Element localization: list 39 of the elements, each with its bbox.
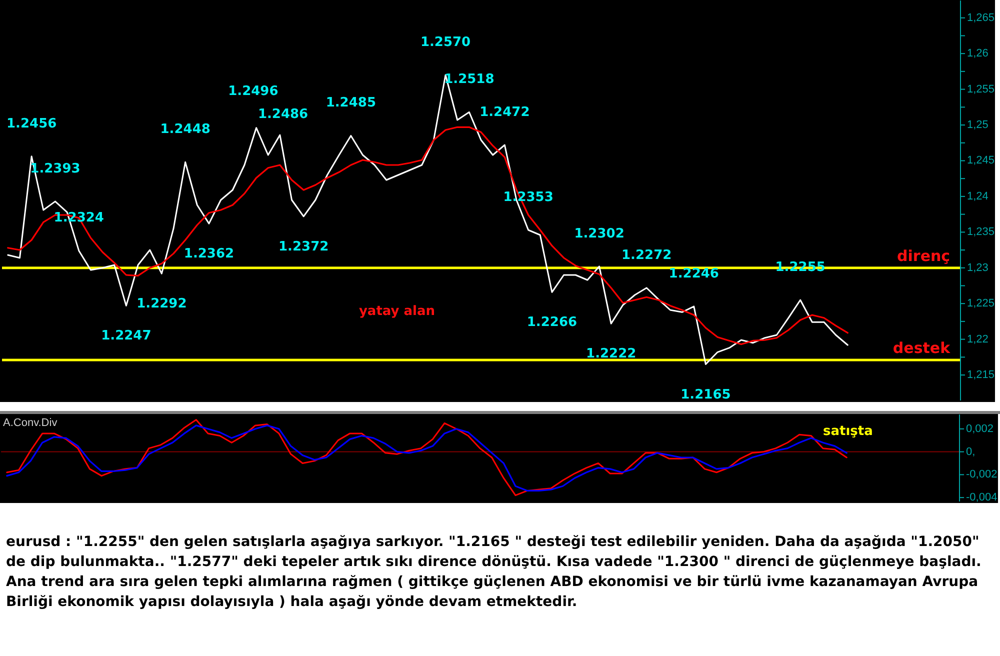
annotation: yatay alan: [358, 304, 436, 319]
annotation: 1.2448: [160, 122, 210, 138]
y-tick-label: 1,235: [967, 226, 995, 238]
annotation: 1.2372: [278, 239, 329, 254]
annotation: 1.2302: [574, 226, 624, 242]
annotation: 1.2222: [586, 346, 636, 362]
y-tick-label: 1,245: [967, 154, 995, 167]
ref-line-label: destek: [892, 339, 952, 357]
y-tick-label: 1,225: [967, 298, 995, 310]
annotation: 1.2246: [668, 266, 719, 282]
y-tick-label: 1,255: [967, 83, 995, 96]
y-tick-label: 0,002: [966, 422, 994, 435]
ref-line-label: direnç: [897, 246, 950, 265]
annotation: satışta: [823, 424, 873, 439]
y-tick-label: -0,004: [966, 492, 998, 504]
y-tick-label: -0,002: [966, 468, 998, 481]
y-tick-label: 1,23: [967, 262, 988, 274]
annotation: 1.2292: [136, 296, 187, 312]
y-tick-label: 1,26: [967, 48, 988, 60]
line-series: [7, 74, 848, 366]
annotation: 1.2485: [326, 96, 376, 111]
annotation: 1.2362: [184, 246, 234, 262]
y-tick-label: 1,25: [967, 119, 988, 131]
annotation: 1.2472: [480, 105, 530, 120]
chart-title: A.Conv.Div: [3, 417, 58, 429]
y-tick-label: 1,265: [967, 12, 995, 24]
annotation: 1.2266: [526, 315, 578, 330]
y-tick-label: 1,215: [967, 369, 995, 381]
annotation: 1.2496: [228, 84, 278, 99]
text: eurusd : "1.2255" den gelen satışlarla aşağıya sarkıyor. "1.2165 " desteği test edilebilir yeniden. Daha da aşağıda "1.2050" de dip bulunmakta.. "1.2577" deki tepeler artık sıkı dirence dönüştü. Kısa vadede "1.2300 " direnci de güçlenmeye başladı. Ana trend ara sıra gelen tepki alımlarına rağmen ( gittikçe güçlenen ABD ekonomisi ve bir türlü ivme kazanamayan Avrupa Birliği ekonomik yapısı dolayısıyla ) hala aşağı yönde devam etmektedir.: [5, 533, 982, 612]
annotation: 1.2272: [621, 248, 672, 263]
y-tick-label: 1,24: [967, 190, 988, 202]
annotation: 1.2165: [680, 387, 731, 402]
y-tick-label: 1,22: [967, 333, 988, 346]
y-tick-label: 0,: [966, 446, 976, 458]
annotation: 1.2570: [420, 35, 471, 50]
annotation: 1.2247: [101, 328, 152, 344]
annotation: 1.2486: [258, 107, 308, 122]
annotation: 1.2456: [6, 116, 57, 132]
